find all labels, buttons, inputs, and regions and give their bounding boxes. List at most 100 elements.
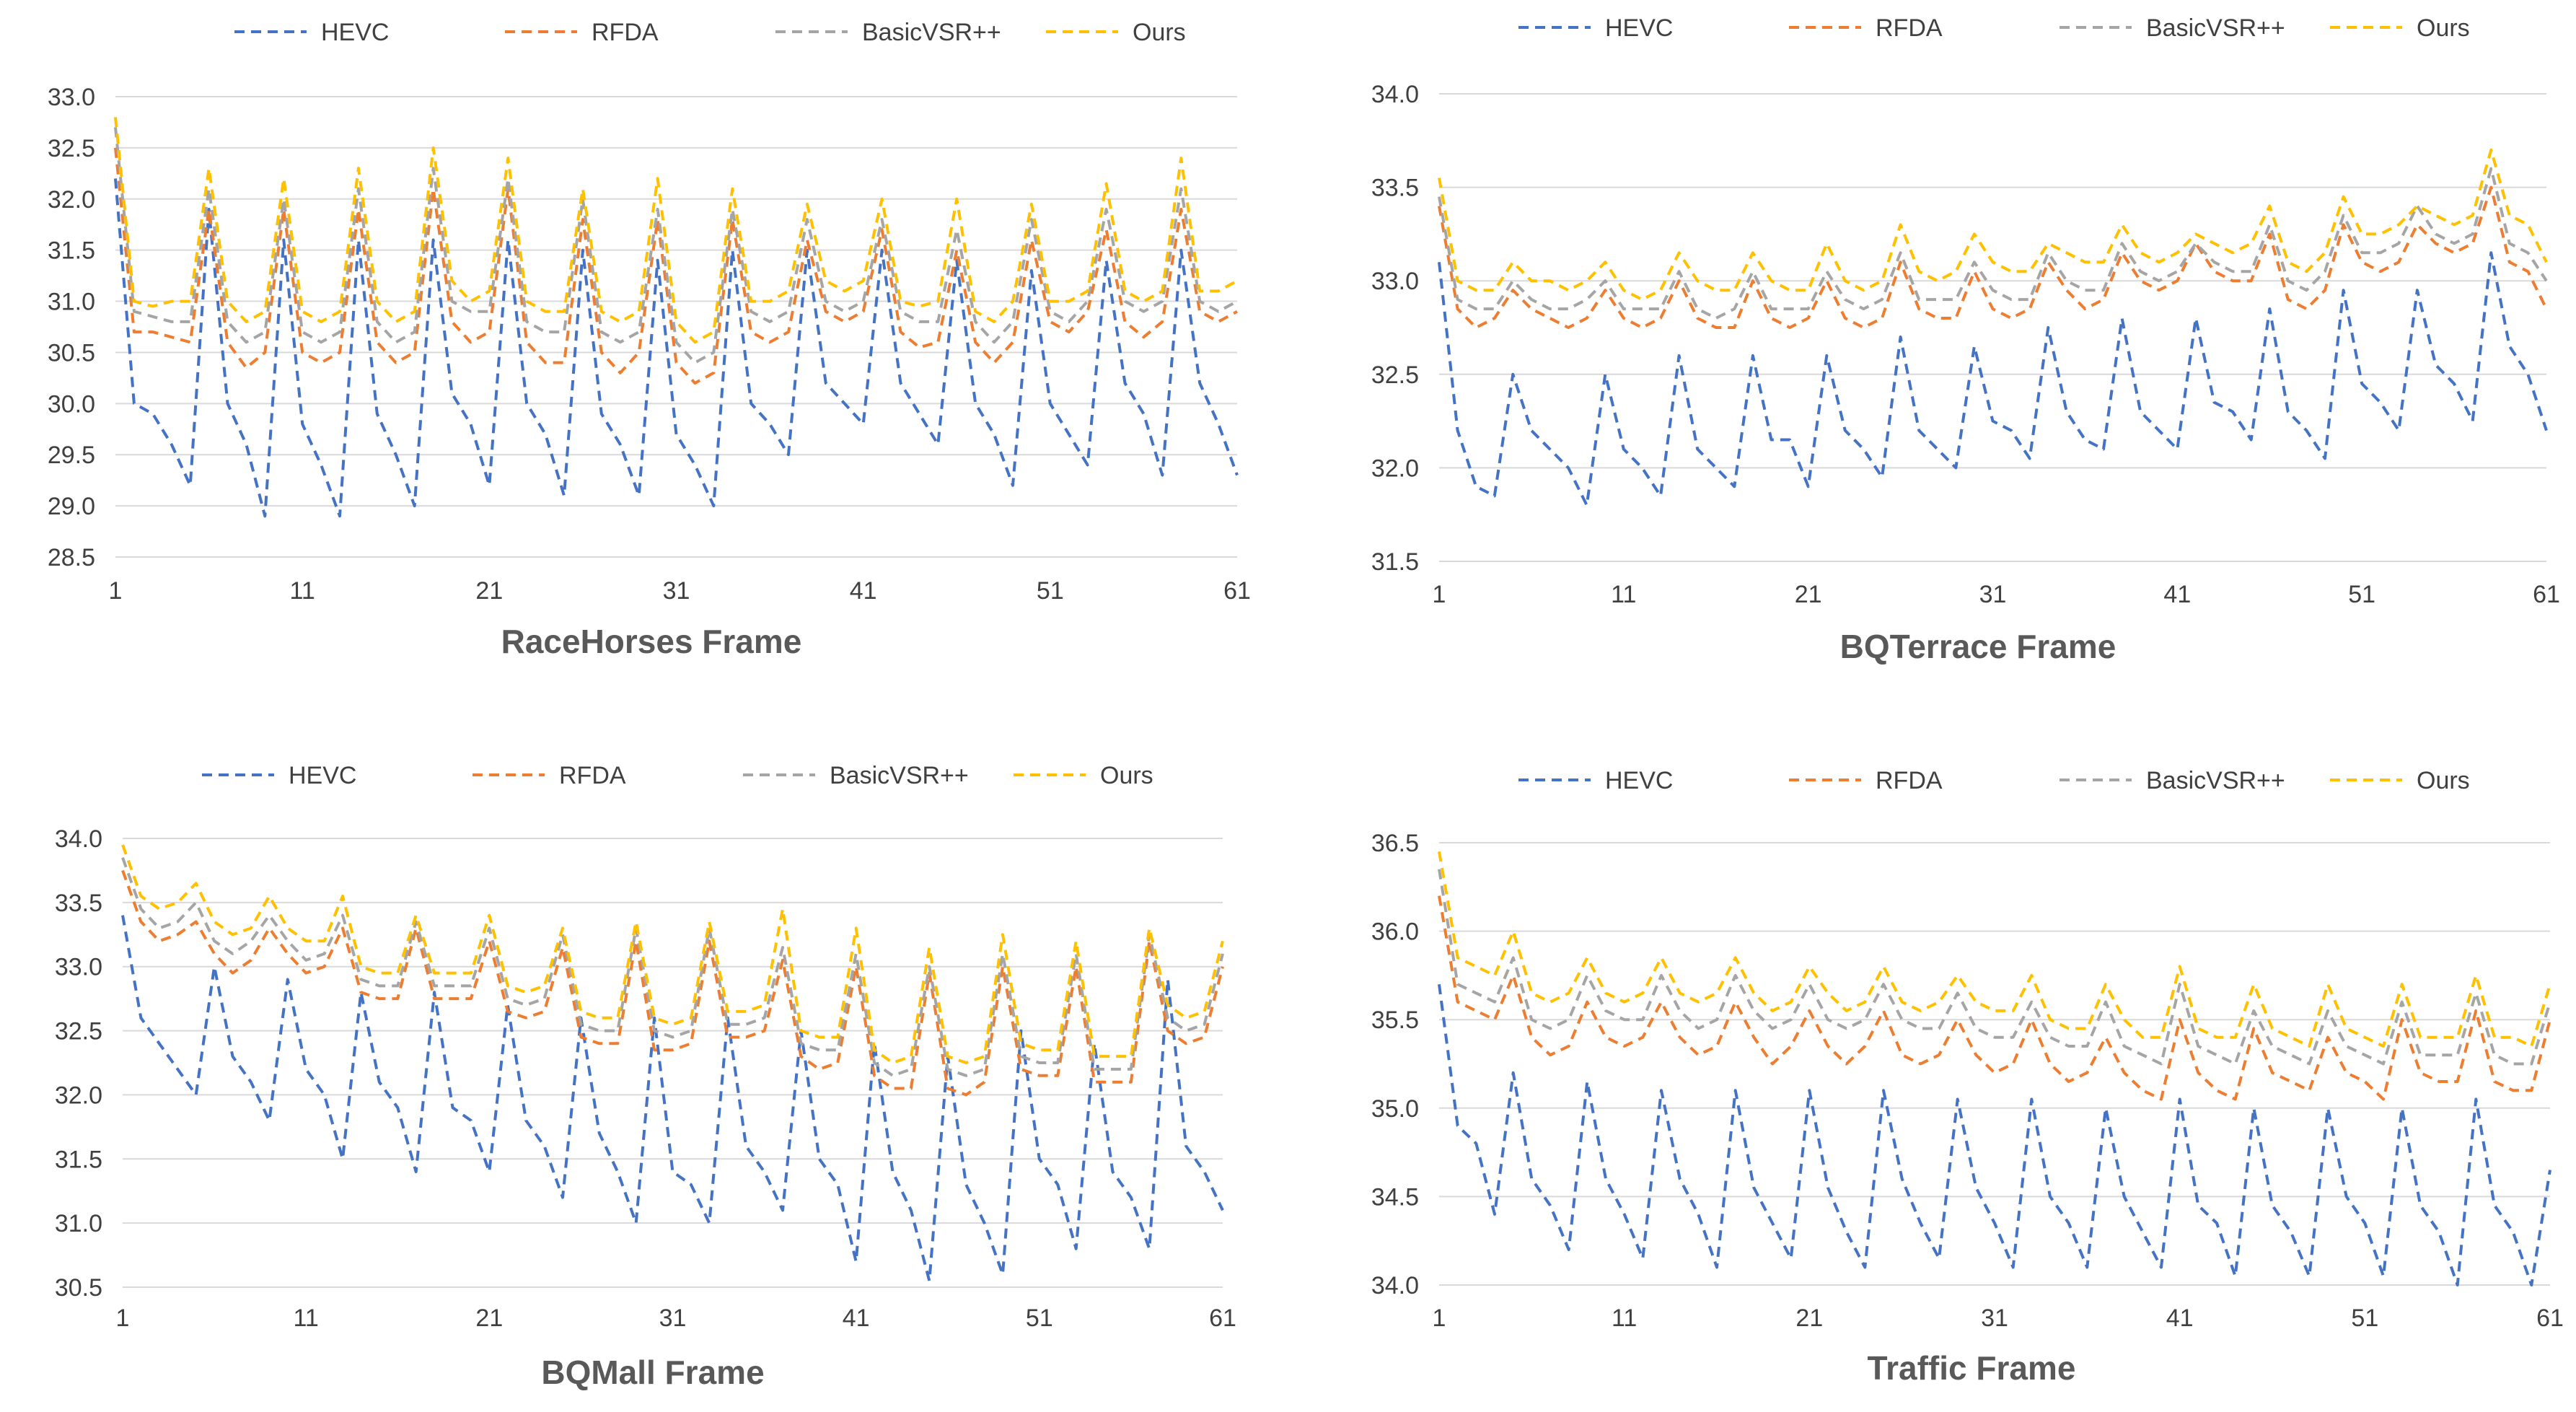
y-tick-label: 35.0 bbox=[1371, 1095, 1419, 1123]
chart-bqmall-svg: 30.531.031.532.032.533.033.534.01 11 21 31 4… bbox=[55, 762, 1236, 1391]
y-tick-label: 33.0 bbox=[1371, 268, 1419, 295]
legend-label-ours: Ours bbox=[1133, 19, 1186, 46]
x-tick-label: 21 bbox=[1795, 581, 1822, 608]
chart-traffic: 34.0 34.5 35.0 35.5 36.0 36.5 1 11 21 31 41 51 61 HEV… bbox=[1288, 706, 2576, 1412]
y-tick-label: 32.5 bbox=[55, 1018, 102, 1045]
y-tick-label: 33.5 bbox=[1371, 175, 1419, 202]
y-tick-label: 30.0 bbox=[48, 390, 95, 418]
y-tick-label: 36.0 bbox=[1371, 918, 1419, 946]
y-tick-label: 31.5 bbox=[55, 1146, 102, 1173]
y-tick-label: 28.5 bbox=[48, 544, 95, 571]
x-axis-label-bqmall: BQMall Frame bbox=[541, 1354, 764, 1391]
x-tick-label: 11 bbox=[1611, 581, 1636, 608]
x-tick-label: 51 bbox=[2348, 581, 2375, 608]
x-tick-label: 51 bbox=[1026, 1304, 1053, 1332]
x-tick-label: 11 bbox=[290, 577, 315, 605]
y-tick-label: 34.5 bbox=[1371, 1183, 1419, 1211]
x-tick-label: 21 bbox=[475, 1304, 503, 1332]
series-line-rfda bbox=[121, 869, 1224, 1097]
y-tick-label: 32.0 bbox=[48, 186, 95, 214]
y-tick-label: 32.5 bbox=[48, 135, 95, 162]
y-tick-label: 34.0 bbox=[1371, 81, 1419, 108]
x-tick-label: 61 bbox=[2533, 581, 2560, 608]
y-tick-label: 31.5 bbox=[48, 237, 95, 265]
x-tick-label: 21 bbox=[475, 577, 503, 605]
x-axis-label-traffic: Traffic Frame bbox=[1868, 1349, 2076, 1387]
x-tick-label: 51 bbox=[1037, 577, 1064, 605]
legend-label-hevc: HEVC bbox=[1605, 14, 1673, 42]
legend-label-rfda: RFDA bbox=[559, 762, 626, 789]
legend-label-ours: Ours bbox=[2417, 767, 2470, 794]
x-tick-label: 1 bbox=[109, 577, 123, 605]
legend-label-basicvsrplusplus: BasicVSR++ bbox=[2146, 767, 2285, 794]
chart-bqterrace: 31.5 32.0 32.5 33.0 33.5 34.0 1 11 21 31 41 51 61 HEV… bbox=[1288, 0, 2576, 706]
chart-traffic-svg: 34.034.535.035.536.036.51 11 21 31 41 51 61HEV… bbox=[1371, 767, 2564, 1387]
series-line-ours bbox=[114, 117, 1238, 344]
series-line-rfda bbox=[114, 147, 1238, 385]
legend-label-hevc: HEVC bbox=[1605, 767, 1673, 794]
x-tick-label: 41 bbox=[2163, 581, 2191, 608]
y-tick-label: 32.0 bbox=[55, 1082, 102, 1109]
legend-label-ours: Ours bbox=[1100, 762, 1153, 789]
series-line-hevc bbox=[121, 915, 1224, 1283]
legend-label-ours: Ours bbox=[2417, 14, 2470, 42]
legend-label-hevc: HEVC bbox=[321, 19, 389, 46]
legend-label-rfda: RFDA bbox=[592, 19, 659, 46]
series-line-basicvsrplusplus bbox=[1438, 869, 2551, 1066]
legend-label-basicvsrplusplus: BasicVSR++ bbox=[2146, 14, 2285, 42]
x-tick-label: 31 bbox=[659, 1304, 687, 1332]
series-line-basicvsrplusplus bbox=[1438, 167, 2548, 320]
x-tick-label: 51 bbox=[2351, 1304, 2378, 1332]
x-tick-label: 1 bbox=[116, 1304, 130, 1332]
x-tick-label: 11 bbox=[1612, 1304, 1637, 1332]
y-tick-label: 35.5 bbox=[1371, 1007, 1419, 1034]
x-axis-label-bqterrace: BQTerrace Frame bbox=[1840, 628, 2116, 665]
x-axis-label-racehorses: RaceHorses Frame bbox=[501, 623, 802, 660]
y-tick-label: 33.5 bbox=[55, 890, 102, 917]
y-tick-label: 33.0 bbox=[48, 84, 95, 111]
chart-bqterrace-svg: 31.532.032.533.033.534.01 11 21 31 41 51 61HEV… bbox=[1371, 14, 2560, 665]
x-tick-label: 31 bbox=[1979, 581, 2007, 608]
series-line-basicvsrplusplus bbox=[114, 127, 1238, 364]
y-tick-label: 33.0 bbox=[55, 954, 102, 981]
legend-label-rfda: RFDA bbox=[1876, 14, 1943, 42]
y-tick-label: 32.5 bbox=[1371, 361, 1419, 389]
series-line-rfda bbox=[1438, 895, 2551, 1101]
chart-racehorses-svg: 28.5 29.0 29.5 30.0 30.5 31.0 31.5 32.0 32.5 33.0… bbox=[48, 19, 1251, 660]
x-tick-label: 21 bbox=[1795, 1304, 1823, 1332]
x-tick-label: 61 bbox=[1209, 1304, 1236, 1332]
legend-label-basicvsrplusplus: BasicVSR++ bbox=[862, 19, 1001, 46]
x-tick-label: 31 bbox=[663, 577, 690, 605]
y-tick-label: 31.0 bbox=[55, 1210, 102, 1237]
y-tick-label: 32.0 bbox=[1371, 455, 1419, 482]
x-tick-label: 1 bbox=[1433, 1304, 1446, 1332]
x-tick-label: 11 bbox=[294, 1304, 319, 1332]
series-line-hevc bbox=[114, 178, 1239, 518]
x-tick-label: 61 bbox=[2536, 1304, 2564, 1332]
y-tick-label: 31.5 bbox=[1371, 548, 1419, 576]
legend-label-basicvsrplusplus: BasicVSR++ bbox=[830, 762, 969, 789]
legend-label-rfda: RFDA bbox=[1876, 767, 1943, 794]
x-tick-label: 41 bbox=[843, 1304, 870, 1332]
y-tick-label: 30.5 bbox=[48, 339, 95, 367]
y-tick-label: 29.5 bbox=[48, 442, 95, 469]
series-line-ours bbox=[1438, 148, 2548, 302]
series-line-ours bbox=[121, 844, 1224, 1064]
x-tick-label: 61 bbox=[1223, 577, 1251, 605]
x-tick-label: 1 bbox=[1433, 581, 1446, 608]
series-line-rfda bbox=[1438, 185, 2548, 329]
chart-racehorses: 28.5 29.0 29.5 30.0 30.5 31.0 31.5 32.0 32.5 33.0… bbox=[0, 0, 1288, 706]
chart-bqmall: 30.5 31.0 31.5 32.0 32.5 33.0 33.5 34.0 1 11 21 31 4… bbox=[0, 706, 1288, 1412]
series-line-hevc bbox=[1438, 983, 2551, 1286]
x-tick-label: 41 bbox=[2166, 1304, 2194, 1332]
y-tick-label: 34.0 bbox=[1371, 1272, 1419, 1299]
legend-label-hevc: HEVC bbox=[289, 762, 356, 789]
x-tick-label: 31 bbox=[1981, 1304, 2008, 1332]
y-tick-label: 30.5 bbox=[55, 1274, 102, 1302]
x-tick-label: 41 bbox=[850, 577, 877, 605]
y-tick-label: 34.0 bbox=[55, 825, 102, 853]
series-line-hevc bbox=[1438, 251, 2548, 507]
y-tick-label: 29.0 bbox=[48, 493, 95, 520]
y-tick-label: 36.5 bbox=[1371, 830, 1419, 857]
series-line-basicvsrplusplus bbox=[121, 857, 1224, 1077]
